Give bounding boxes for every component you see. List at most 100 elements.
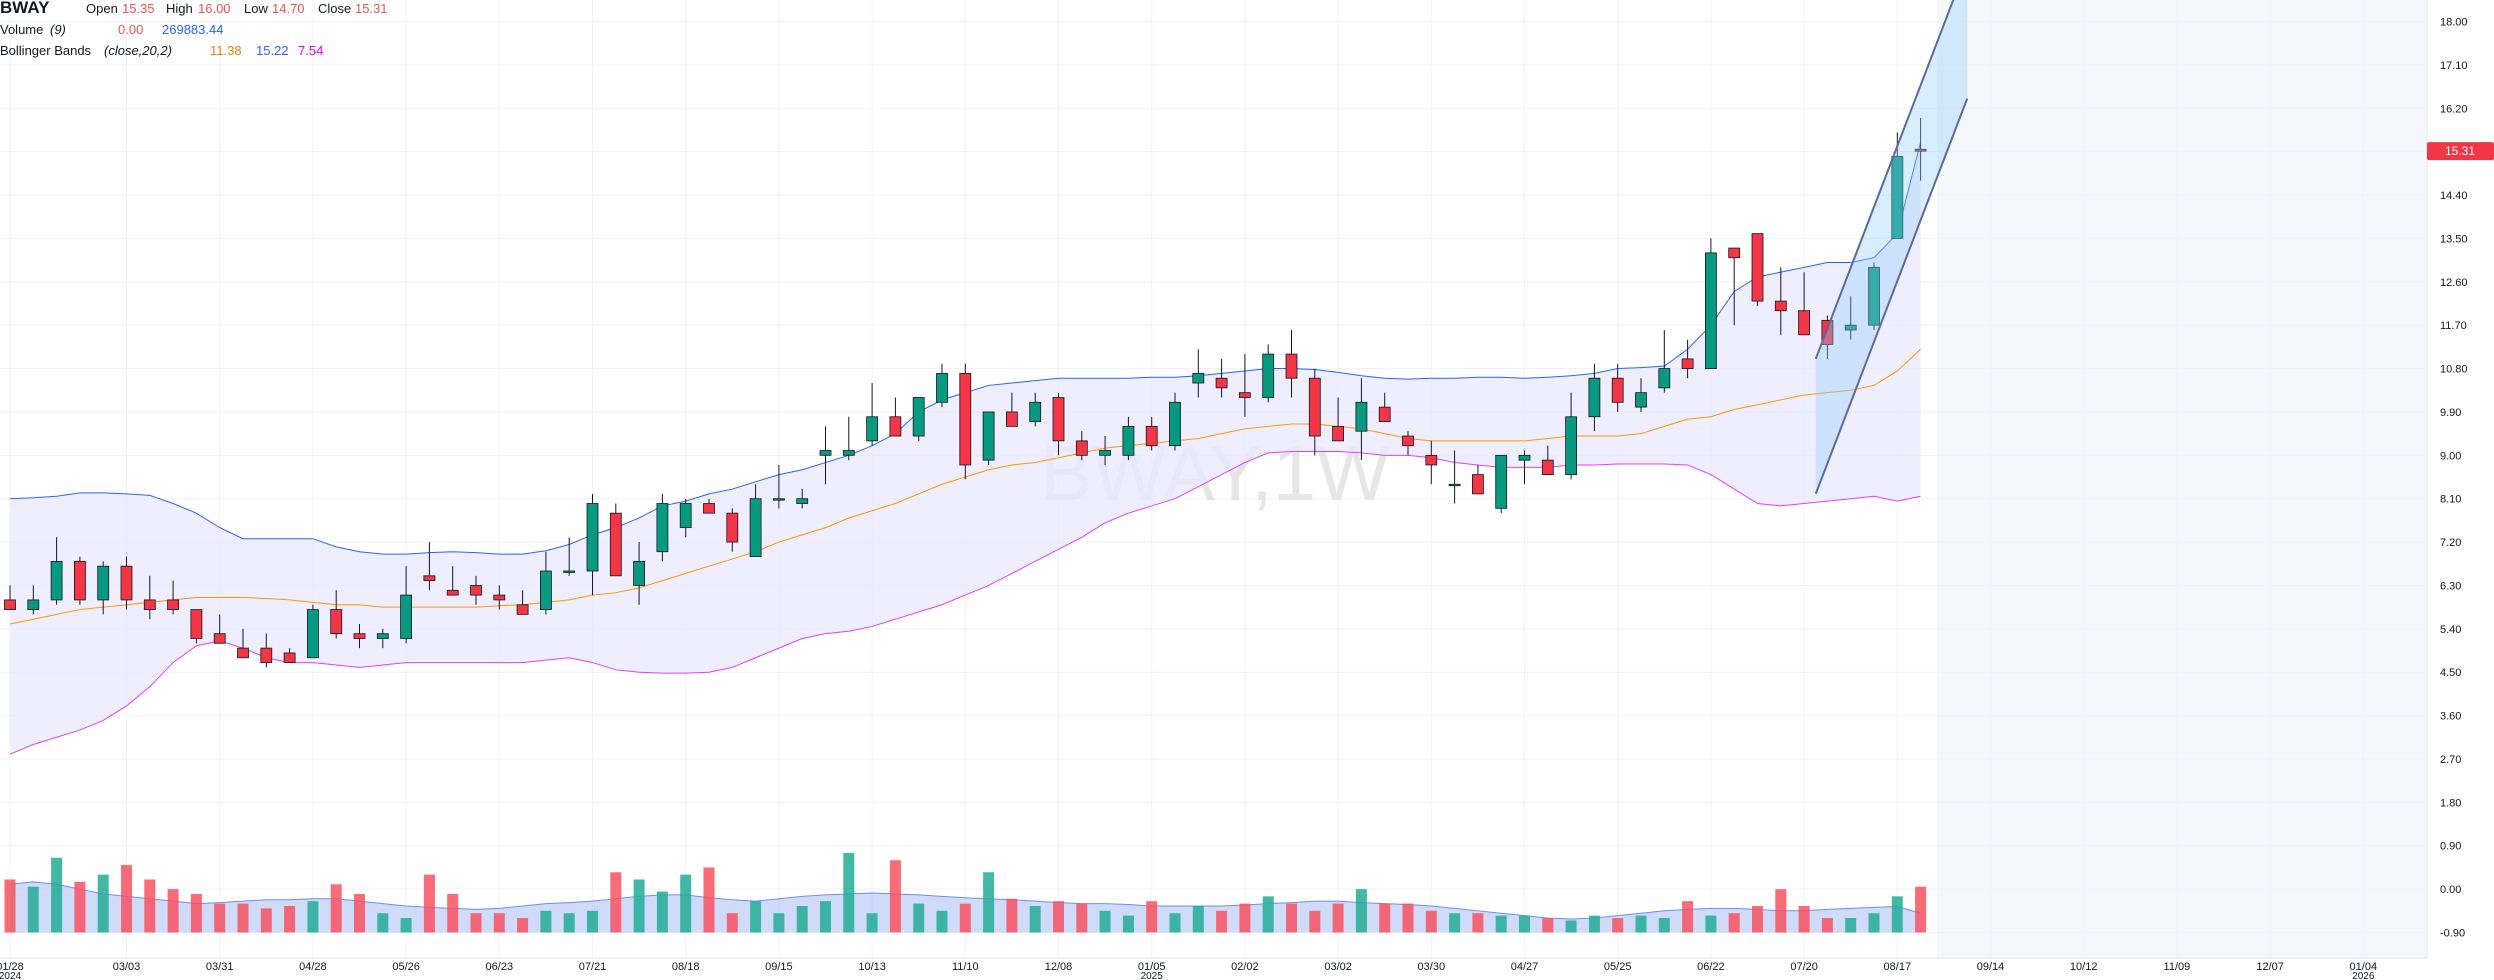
bollinger-mid-value: 15.22: [256, 43, 289, 58]
channel-drawing[interactable]: [1814, 0, 1969, 495]
candle-body: [1844, 324, 1857, 331]
candle-body: [609, 512, 622, 577]
price-tick-label: 10.80: [2440, 364, 2468, 376]
time-tick-label: 01/05: [1138, 961, 1166, 973]
time-tick-label: 03/31: [206, 961, 234, 973]
volume-bar: [470, 913, 482, 933]
candle: [1308, 368, 1321, 456]
low-label: Low: [244, 1, 268, 16]
candle: [1611, 363, 1624, 412]
volume-bar: [750, 901, 762, 933]
candle: [423, 542, 436, 591]
volume-bar: [1658, 918, 1670, 933]
price-tick-label: 0.00: [2440, 884, 2461, 896]
price-tick-label: 0.90: [2440, 841, 2461, 853]
candle-body: [1448, 483, 1461, 487]
symbol-label[interactable]: BWAY: [0, 0, 50, 17]
volume-bar: [307, 901, 319, 933]
volume-bar: [493, 913, 505, 933]
volume-bar: [1286, 903, 1297, 933]
candle: [353, 624, 366, 649]
candle-body: [120, 565, 133, 601]
volume-bar: [656, 891, 668, 933]
candle-body: [1402, 435, 1414, 447]
close-label: Close: [318, 1, 352, 16]
volume-bar: [1728, 913, 1740, 933]
bollinger-label[interactable]: Bollinger Bands: [0, 43, 92, 58]
price-tick-label: 9.90: [2440, 407, 2461, 419]
volume-bar: [1379, 903, 1391, 933]
volume-label[interactable]: Volume: [0, 22, 44, 37]
candle-body: [1565, 416, 1577, 476]
bollinger-param: (close,20,2): [104, 43, 172, 58]
candle: [959, 363, 972, 480]
candle-body: [1425, 454, 1438, 466]
candle-body: [1355, 401, 1368, 432]
volume-bar: [27, 886, 39, 933]
candle: [237, 628, 249, 659]
candle: [703, 498, 715, 514]
time-tick-label: 03/02: [1324, 961, 1352, 973]
candle: [1658, 330, 1671, 393]
price-tick-label: 18.00: [2440, 17, 2468, 29]
candle-body: [516, 604, 529, 615]
volume-bar: [400, 918, 412, 933]
candle-body: [1052, 397, 1065, 442]
candle: [97, 561, 110, 615]
time-tick-label: 02/02: [1231, 961, 1259, 973]
candle: [1681, 339, 1694, 379]
volume-bar: [843, 852, 855, 933]
candle-body: [237, 647, 249, 659]
volume-bar: [97, 874, 109, 933]
volume-bar: [1402, 903, 1414, 933]
candle: [27, 585, 40, 615]
candle: [1332, 397, 1344, 442]
candle: [726, 508, 739, 552]
volume-bar: [889, 860, 901, 933]
price-tick-label: 11.70: [2440, 320, 2467, 332]
candle: [1705, 238, 1717, 369]
channel-upper-line[interactable]: [1814, 0, 1967, 360]
close-value: 15.31: [355, 1, 388, 16]
volume-bar: [4, 879, 16, 933]
volume-bar: [1006, 898, 1018, 933]
candle: [1448, 450, 1461, 504]
low-value: 14.70: [272, 1, 305, 16]
candle-body: [773, 498, 785, 501]
candle: [1914, 117, 1927, 181]
candle-body: [1705, 252, 1717, 369]
price-tick-label: -0.90: [2440, 928, 2465, 940]
candle-body: [1075, 440, 1088, 456]
candle: [866, 383, 878, 446]
candles: [4, 117, 1927, 668]
candle: [1635, 378, 1647, 412]
last-price-label: 15.31: [2445, 144, 2475, 158]
candle-body: [213, 633, 226, 644]
volume-bar: [1798, 905, 1810, 933]
candle: [516, 590, 529, 615]
volume-bar: [1868, 913, 1880, 933]
volume-bar: [284, 905, 296, 933]
volume-bar: [1821, 918, 1833, 933]
candle-body: [959, 372, 972, 466]
time-tick-label: 05/25: [1604, 961, 1632, 973]
volume-bar: [796, 905, 808, 933]
volume-bar: [1588, 915, 1600, 933]
candle-body: [1891, 156, 1904, 239]
volume-bar: [703, 867, 715, 933]
candle: [1774, 267, 1787, 335]
volume-bar: [1682, 901, 1694, 933]
volume-bar: [1425, 910, 1437, 933]
volume-bar: [354, 893, 365, 933]
candle: [819, 426, 832, 485]
channel-lower-line[interactable]: [1814, 98, 1969, 495]
volume-bar: [1192, 905, 1204, 933]
candle: [749, 484, 762, 557]
candle: [1006, 392, 1018, 427]
candle-body: [1099, 450, 1111, 456]
candle: [400, 566, 413, 644]
candle-body: [1192, 372, 1205, 384]
volume-value-1: 0.00: [118, 22, 144, 37]
